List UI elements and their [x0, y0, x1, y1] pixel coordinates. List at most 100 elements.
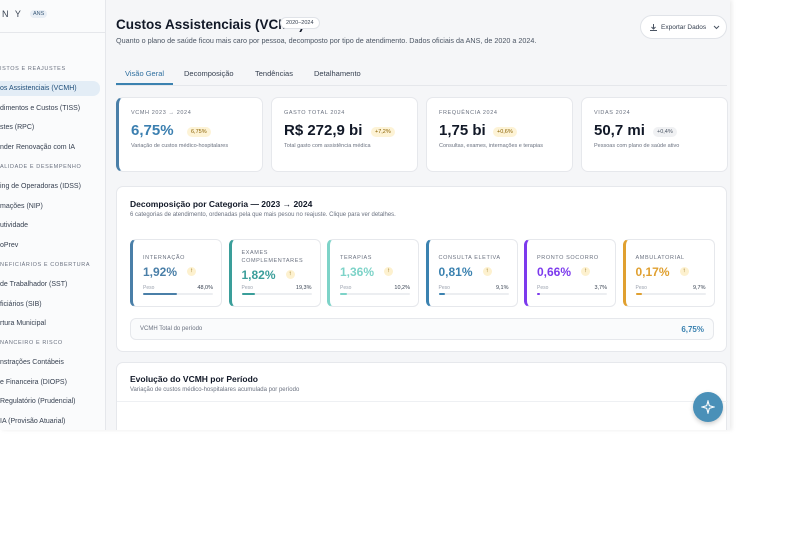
kpi-card: VCMH 2023 → 2024 6,75% 6,75% Variação de cu…: [116, 97, 263, 172]
kpi-label: VIDAS 2024: [594, 110, 631, 116]
category-value: 0,81%: [438, 265, 473, 279]
category-card[interactable]: EXAMES COMPLEMENTARES 1,82% ↑ Peso 19,3%: [228, 239, 321, 307]
weight-label: 10,2%: [394, 285, 410, 291]
weight-label: 9,1%: [495, 285, 509, 291]
tab[interactable]: Visão Geral: [125, 69, 165, 78]
app: N Y ANS ISTOS E REAJUSTES os Assistenciai…: [0, 0, 730, 430]
nav-item[interactable]: mações (NIP): [0, 202, 43, 210]
weight-caption: Peso: [340, 285, 352, 291]
kpi-label: VCMH 2023 → 2024: [131, 110, 192, 116]
section-title: Decomposição por Categoria — 2023 → 2024: [130, 199, 313, 209]
section-title: Evolução do VCMH por Período: [130, 374, 258, 384]
kpi-change: +0,6%: [493, 127, 517, 137]
kpi-note: Total gasto com assistência médica: [284, 143, 371, 149]
category-value: 1,92%: [143, 265, 178, 279]
weight-bar: [438, 293, 445, 295]
weight-caption: Peso: [635, 285, 647, 291]
weight-label: 9,7%: [692, 285, 706, 291]
weight-track: [635, 293, 706, 295]
total-label: VCMH Total do período: [140, 326, 203, 332]
kpi-card: GASTO TOTAL 2024 R$ 272,9 bi +7,2% Total ga…: [271, 97, 418, 172]
weight-bar: [537, 293, 540, 295]
download-icon: [650, 24, 657, 31]
category-value: 0,17%: [635, 265, 670, 279]
category-value: 0,66%: [537, 265, 572, 279]
nav-item[interactable]: dimentos e Custos (TISS): [0, 104, 81, 112]
up-icon: ↑: [384, 267, 393, 276]
kpi-card: FREQUÊNCIA 2024 1,75 bi +0,6% Consultas, ex…: [426, 97, 573, 172]
nav-item[interactable]: Regulatório (Prudencial): [0, 398, 76, 405]
category-card[interactable]: INTERNAÇÃO 1,92% ↑ Peso 48,0%: [130, 239, 222, 307]
weight-track: [537, 293, 607, 295]
category-name: EXAMES COMPLEMENTARES: [241, 250, 304, 264]
weight-label: 48,0%: [197, 285, 213, 291]
kpi-note: Pessoas com plano de saúde ativo: [594, 143, 680, 149]
sparkle-icon: [701, 400, 715, 414]
evolution-card: Evolução do VCMH por Período Variação de…: [116, 362, 728, 430]
page-subtitle: Quanto o plano de saúde ficou mais caro …: [116, 36, 537, 45]
tab[interactable]: Tendências: [255, 69, 293, 78]
kpi-value: 50,7 mi: [594, 122, 645, 139]
nav-item[interactable]: de Trabalhador (SST): [0, 281, 68, 288]
kpi-note: Consultas, exames, internações e terapia…: [439, 143, 543, 149]
nav-item[interactable]: utividade: [0, 222, 29, 229]
tab[interactable]: Decomposição: [184, 69, 234, 78]
kpi-change: 6,75%: [187, 127, 211, 137]
nav-item[interactable]: stes (RPC): [0, 124, 35, 131]
weight-caption: Peso: [537, 285, 549, 291]
section-subtitle: Variação de custos médico-hospitalares a…: [130, 387, 300, 393]
kpi-value: R$ 272,9 bi: [284, 122, 363, 139]
nav-section: NEFICIÁRIOS E COBERTURA: [0, 262, 91, 268]
section-subtitle: 6 categorias de atendimento, ordenadas p…: [130, 212, 396, 218]
export-button[interactable]: Exportar Dados: [640, 15, 727, 39]
tab-indicator: [116, 83, 173, 85]
nav-item[interactable]: nstrações Contábeis: [0, 359, 64, 366]
divider: [0, 32, 106, 33]
kpi-value: 6,75%: [131, 122, 174, 139]
category-name: TERAPIAS: [340, 255, 373, 261]
divider: [117, 401, 728, 402]
weight-track: [241, 293, 312, 295]
total-value: 6,75%: [681, 325, 704, 334]
category-name: AMBULATORIAL: [635, 255, 685, 261]
category-card[interactable]: AMBULATORIAL 0,17% ↑ Peso 9,7%: [622, 239, 715, 307]
nav-section: ALIDADE E DESEMPENHO: [0, 164, 82, 170]
weight-caption: Peso: [241, 285, 253, 291]
weight-bar: [635, 293, 643, 295]
nav-item[interactable]: IA (Provisão Atuarial): [0, 417, 66, 425]
nav-item[interactable]: nder Renovação com IA: [0, 143, 76, 151]
assistant-button[interactable]: [693, 392, 723, 422]
category-card[interactable]: PRONTO SOCORRO 0,66% ↑ Peso 3,7%: [524, 239, 616, 307]
logo: N Y: [2, 9, 23, 19]
tab[interactable]: Detalhamento: [314, 69, 361, 78]
category-card[interactable]: CONSULTA ELETIVA 0,81% ↑ Peso 9,1%: [425, 239, 518, 307]
tabs-divider: [116, 85, 727, 86]
up-icon: ↑: [679, 267, 689, 276]
nav-item[interactable]: e Financeira (DIOPS): [0, 378, 67, 386]
up-icon: ↑: [285, 270, 295, 279]
up-icon: ↑: [187, 267, 196, 276]
chevron: [713, 25, 720, 30]
kpi-value: 1,75 bi: [439, 122, 486, 139]
total-row: VCMH Total do período 6,75%: [130, 318, 714, 340]
logo-badge: ANS: [30, 10, 48, 18]
nav-item[interactable]: ficiários (SIB): [0, 300, 42, 308]
sidebar: N Y ANS ISTOS E REAJUSTES os Assistenciai…: [0, 0, 106, 430]
nav-item[interactable]: os Assistenciais (VCMH): [0, 81, 100, 96]
nav-item[interactable]: ing de Operadoras (IDSS): [0, 183, 81, 190]
category-value: 1,82%: [241, 268, 276, 282]
category-card[interactable]: TERAPIAS 1,36% ↑ Peso 10,2%: [327, 239, 419, 307]
year-badge: 2020–2024: [280, 17, 320, 29]
nav-item[interactable]: rtura Municipal: [0, 320, 46, 327]
page-title: Custos Assistenciais (VCMH): [116, 17, 304, 32]
nav-item[interactable]: oPrev: [0, 241, 19, 249]
weight-label: 3,7%: [594, 285, 607, 291]
weight-caption: Peso: [438, 285, 450, 291]
up-icon: ↑: [482, 267, 492, 276]
weight-track: [438, 293, 509, 295]
weight-bar: [241, 293, 255, 295]
category-value: 1,36%: [340, 265, 375, 279]
kpi-card: VIDAS 2024 50,7 mi +0,4% Pessoas com plano …: [581, 97, 728, 172]
weight-bar: [340, 293, 348, 295]
